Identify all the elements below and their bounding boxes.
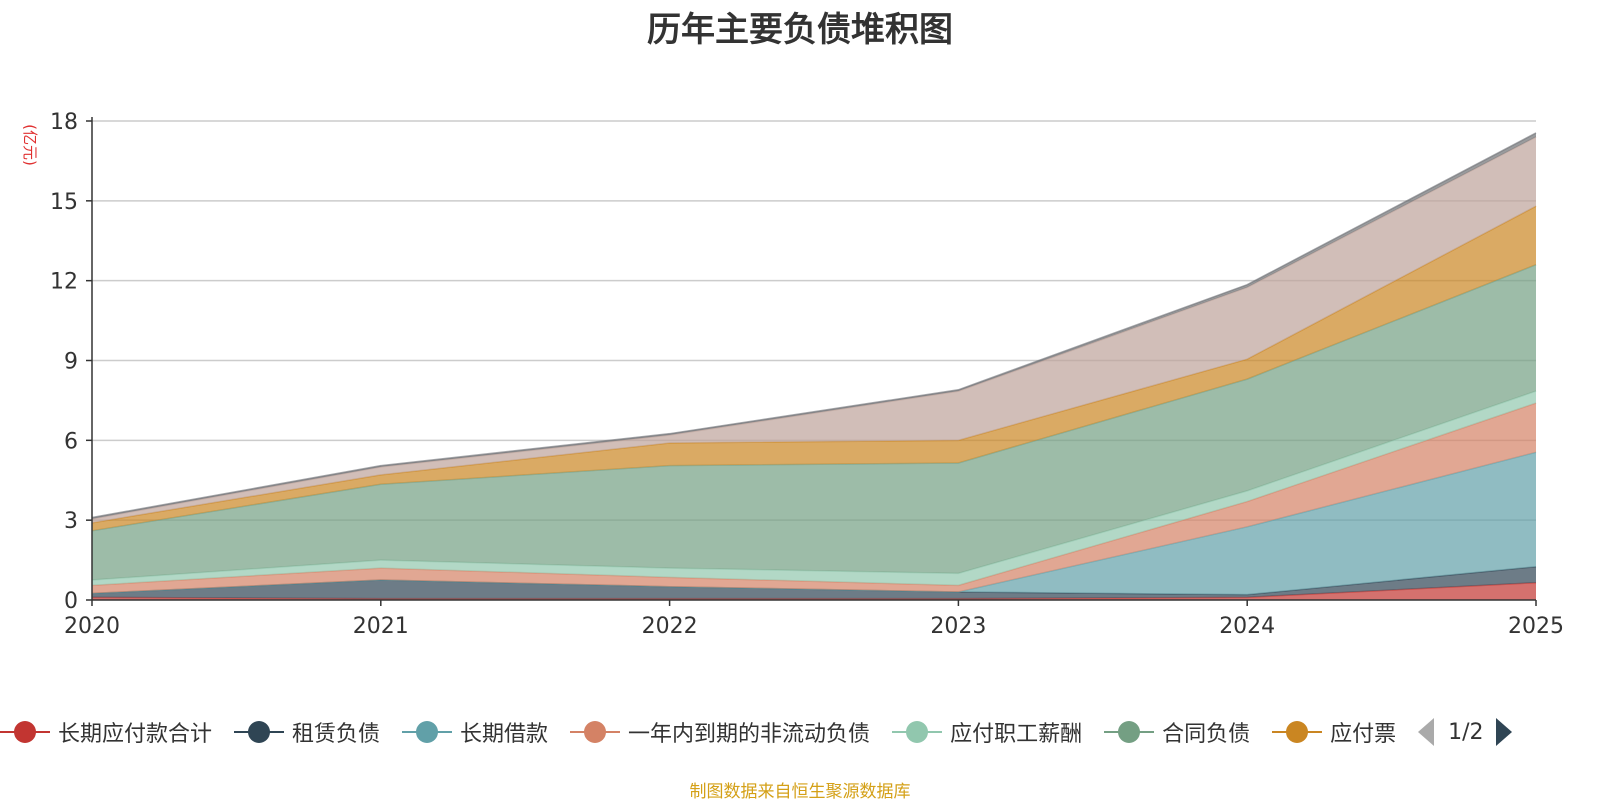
legend-item[interactable]: 应付职工薪酬 xyxy=(892,716,1082,748)
y-tick-label: 3 xyxy=(64,509,78,534)
legend-marker-icon xyxy=(234,720,285,744)
area-series-7 xyxy=(92,136,1536,523)
legend-item-label: 租赁负债 xyxy=(292,722,381,747)
axes: 0 3 6 9 12 15 18 2020 2021 2022 2023 2024 2025 xyxy=(50,110,1564,639)
legend: 长期应付款合计 租赁负债 长期借款 一年内到期的非流动负债 应付职工薪酬 合同负债 应付票 1… xyxy=(0,712,1600,752)
legend-item-label: 长期借款 xyxy=(460,722,549,747)
x-tick-label: 2023 xyxy=(930,614,986,639)
area-series-edge-8 xyxy=(91,132,1537,519)
source-note: 制图数据来自恒生聚源数据库 xyxy=(689,782,911,802)
y-tick-label: 15 xyxy=(50,190,78,215)
chart-title: 历年主要负债堆积图 xyxy=(647,10,953,50)
legend-item-label: 应付职工薪酬 xyxy=(950,722,1083,747)
y-tick-label: 12 xyxy=(50,270,78,295)
y-axis-unit-label: (亿元) xyxy=(21,124,39,166)
y-tick-label: 0 xyxy=(64,589,78,614)
legend-prev-arrow-icon[interactable] xyxy=(1418,718,1435,746)
legend-pager: 1/2 xyxy=(1418,718,1512,746)
y-tick-label: 9 xyxy=(64,350,78,375)
area-series-6 xyxy=(92,206,1536,531)
legend-item[interactable]: 长期应付款合计 xyxy=(0,716,212,748)
x-tick-label: 2025 xyxy=(1508,614,1564,639)
legend-item[interactable]: 租赁负债 xyxy=(234,716,380,748)
legend-next-arrow-icon[interactable] xyxy=(1495,718,1512,746)
area-series-edge-5 xyxy=(91,264,1537,532)
area-series-5 xyxy=(92,264,1536,581)
legend-marker-icon xyxy=(892,720,943,744)
y-tick-label: 18 xyxy=(50,110,78,135)
legend-item[interactable]: 长期借款 xyxy=(402,716,548,748)
legend-item[interactable]: 应付票 xyxy=(1272,716,1396,748)
legend-marker-icon xyxy=(402,720,453,744)
legend-marker-icon xyxy=(0,720,50,744)
area-series-edge-3 xyxy=(91,402,1537,587)
legend-item-label: 一年内到期的非流动负债 xyxy=(628,722,871,747)
legend-item-label: 长期应付款合计 xyxy=(58,722,213,747)
legend-page-indicator: 1/2 xyxy=(1448,719,1484,745)
x-tick-label: 2020 xyxy=(64,614,120,639)
area-series-1 xyxy=(92,566,1536,599)
x-tick-label: 2024 xyxy=(1219,614,1275,639)
x-tick-label: 2021 xyxy=(353,614,409,639)
legend-item[interactable]: 合同负债 xyxy=(1104,716,1250,748)
legend-item[interactable]: 一年内到期的非流动负债 xyxy=(570,716,870,748)
stacked-areas xyxy=(91,132,1537,600)
y-tick-label: 6 xyxy=(64,429,78,454)
legend-marker-icon xyxy=(570,720,621,744)
legend-marker-icon xyxy=(1272,720,1323,744)
x-tick-label: 2022 xyxy=(642,614,698,639)
legend-item-label: 合同负债 xyxy=(1162,722,1251,747)
legend-item-label: 应付票 xyxy=(1330,722,1397,747)
area-series-2 xyxy=(92,452,1536,595)
legend-marker-icon xyxy=(1104,720,1155,744)
